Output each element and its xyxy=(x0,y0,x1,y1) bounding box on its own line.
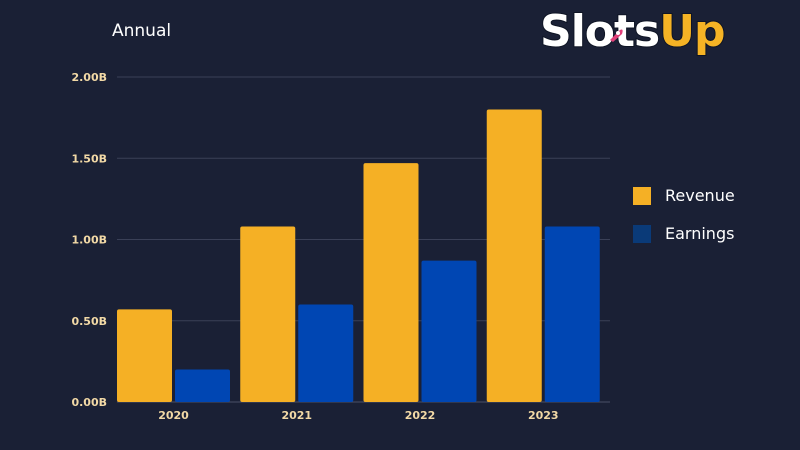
x-tick-label: 2020 xyxy=(158,409,189,422)
y-tick-label: 1.00B xyxy=(71,234,107,247)
legend-swatch-revenue xyxy=(633,186,651,205)
x-tick-label: 2022 xyxy=(405,409,436,422)
bar-earnings-2023 xyxy=(544,226,600,402)
bar-earnings-2022 xyxy=(421,260,477,402)
legend-label-revenue: Revenue xyxy=(665,186,735,205)
y-tick-label: 0.50B xyxy=(71,315,107,328)
bar-earnings-2020 xyxy=(175,369,230,402)
logo-text-up: Up xyxy=(658,6,726,57)
y-tick-label: 0.00B xyxy=(71,396,107,409)
bar-revenue-2023 xyxy=(486,109,542,402)
bar-earnings-2021 xyxy=(298,304,354,402)
chart-title: Annual xyxy=(112,21,172,41)
legend-swatch-earnings xyxy=(633,224,651,243)
bar-revenue-2021 xyxy=(240,226,296,402)
y-tick-label: 1.50B xyxy=(71,152,107,165)
rocket-icon xyxy=(610,29,623,42)
bar-revenue-2022 xyxy=(363,163,419,402)
y-tick-label: 2.00B xyxy=(71,71,107,84)
legend-item-revenue: Revenue xyxy=(633,186,735,205)
slotsup-logo: SlotsUp xyxy=(539,9,726,55)
bar-revenue-2020 xyxy=(117,309,172,402)
legend-label-earnings: Earnings xyxy=(665,224,735,243)
logo-text-slots: Slots xyxy=(539,6,661,57)
legend-item-earnings: Earnings xyxy=(633,224,734,243)
x-tick-label: 2021 xyxy=(281,409,312,422)
x-tick-label: 2023 xyxy=(528,409,559,422)
